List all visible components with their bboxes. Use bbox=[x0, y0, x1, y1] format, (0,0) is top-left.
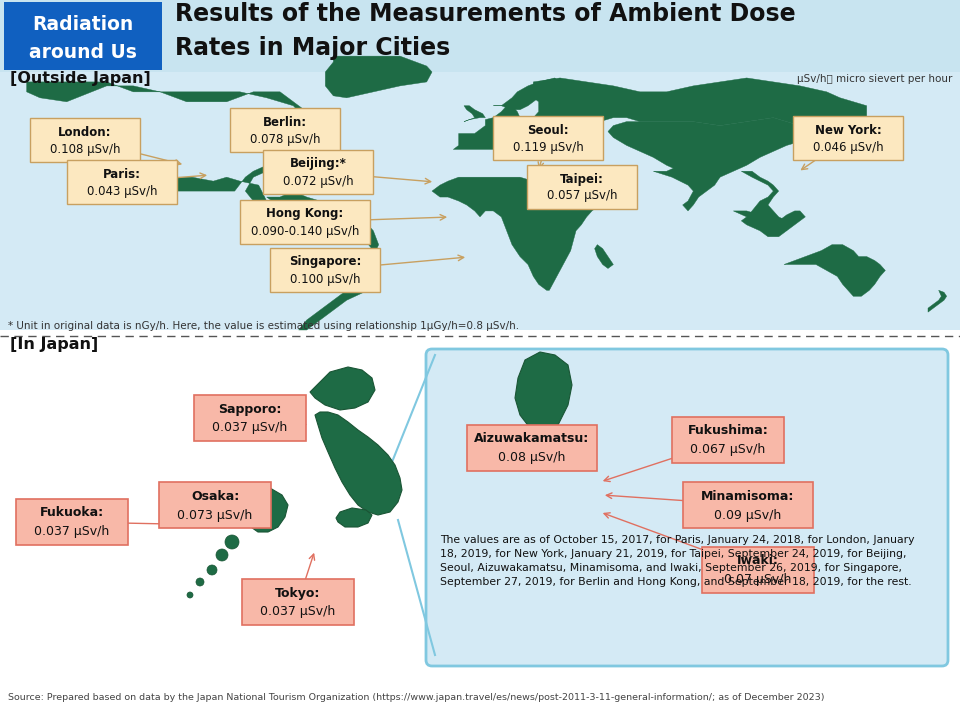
Polygon shape bbox=[315, 412, 402, 515]
Text: [In Japan]: [In Japan] bbox=[10, 338, 98, 353]
Text: Sapporo:: Sapporo: bbox=[218, 402, 281, 415]
Circle shape bbox=[207, 565, 217, 575]
FancyBboxPatch shape bbox=[426, 349, 948, 666]
Text: Fukushima:: Fukushima: bbox=[687, 425, 768, 438]
Text: 0.08 μSv/h: 0.08 μSv/h bbox=[498, 451, 565, 464]
FancyBboxPatch shape bbox=[16, 499, 128, 545]
Text: Radiation: Radiation bbox=[33, 14, 133, 34]
Text: 0.078 μSv/h: 0.078 μSv/h bbox=[250, 132, 321, 145]
Text: * Unit in original data is nGy/h. Here, the value is estimated using relationshi: * Unit in original data is nGy/h. Here, … bbox=[8, 321, 519, 331]
FancyBboxPatch shape bbox=[242, 579, 354, 625]
FancyBboxPatch shape bbox=[527, 165, 637, 209]
FancyBboxPatch shape bbox=[4, 2, 162, 70]
Text: 0.046 μSv/h: 0.046 μSv/h bbox=[813, 140, 883, 153]
Circle shape bbox=[225, 535, 239, 549]
Text: 0.119 μSv/h: 0.119 μSv/h bbox=[513, 140, 584, 153]
Text: Seoul:: Seoul: bbox=[527, 124, 569, 137]
Polygon shape bbox=[654, 166, 720, 211]
Text: 0.037 μSv/h: 0.037 μSv/h bbox=[35, 526, 109, 539]
Polygon shape bbox=[784, 245, 885, 296]
Circle shape bbox=[196, 578, 204, 586]
Circle shape bbox=[187, 592, 193, 598]
Text: Beijing:*: Beijing:* bbox=[290, 158, 347, 171]
Text: New York:: New York: bbox=[815, 124, 881, 137]
Text: 0.072 μSv/h: 0.072 μSv/h bbox=[282, 174, 353, 187]
Polygon shape bbox=[464, 106, 486, 122]
FancyBboxPatch shape bbox=[194, 395, 306, 441]
Polygon shape bbox=[928, 290, 947, 312]
Text: Tokyo:: Tokyo: bbox=[276, 587, 321, 600]
Polygon shape bbox=[27, 82, 339, 205]
Polygon shape bbox=[827, 135, 864, 158]
Text: Results of the Measurements of Ambient Dose: Results of the Measurements of Ambient D… bbox=[175, 2, 796, 26]
FancyBboxPatch shape bbox=[30, 118, 140, 162]
Polygon shape bbox=[242, 488, 288, 532]
Text: Taipei:: Taipei: bbox=[560, 173, 604, 186]
Polygon shape bbox=[310, 367, 375, 410]
Text: 0.043 μSv/h: 0.043 μSv/h bbox=[86, 184, 157, 197]
Polygon shape bbox=[493, 78, 560, 109]
Text: London:: London: bbox=[59, 125, 111, 138]
Text: around Us: around Us bbox=[29, 42, 137, 61]
Text: 0.108 μSv/h: 0.108 μSv/h bbox=[50, 143, 120, 156]
Text: [Outside Japan]: [Outside Japan] bbox=[10, 71, 151, 86]
FancyBboxPatch shape bbox=[270, 248, 380, 292]
FancyBboxPatch shape bbox=[240, 200, 370, 244]
Polygon shape bbox=[432, 177, 600, 290]
FancyBboxPatch shape bbox=[683, 482, 813, 528]
Text: Hong Kong:: Hong Kong: bbox=[266, 207, 344, 220]
FancyBboxPatch shape bbox=[230, 108, 340, 152]
FancyBboxPatch shape bbox=[702, 547, 814, 593]
FancyBboxPatch shape bbox=[0, 330, 960, 680]
Text: 0.07 μSv/h: 0.07 μSv/h bbox=[724, 574, 792, 587]
FancyBboxPatch shape bbox=[67, 160, 177, 204]
Circle shape bbox=[216, 549, 228, 561]
Text: 0.09 μSv/h: 0.09 μSv/h bbox=[714, 508, 781, 521]
Polygon shape bbox=[515, 352, 572, 442]
Polygon shape bbox=[608, 117, 867, 181]
FancyBboxPatch shape bbox=[159, 482, 271, 528]
Text: 0.067 μSv/h: 0.067 μSv/h bbox=[690, 444, 766, 456]
Text: Rates in Major Cities: Rates in Major Cities bbox=[175, 36, 450, 60]
FancyBboxPatch shape bbox=[493, 116, 603, 160]
Text: 0.090-0.140 μSv/h: 0.090-0.140 μSv/h bbox=[251, 225, 359, 238]
Text: 0.057 μSv/h: 0.057 μSv/h bbox=[547, 189, 617, 202]
Polygon shape bbox=[733, 211, 805, 231]
FancyBboxPatch shape bbox=[0, 0, 960, 72]
Polygon shape bbox=[325, 56, 432, 98]
FancyBboxPatch shape bbox=[0, 72, 960, 330]
Text: Osaka:: Osaka: bbox=[191, 490, 239, 503]
FancyBboxPatch shape bbox=[793, 116, 903, 160]
Text: 0.100 μSv/h: 0.100 μSv/h bbox=[290, 272, 360, 286]
Polygon shape bbox=[336, 508, 372, 527]
Polygon shape bbox=[528, 78, 867, 141]
Text: Berlin:: Berlin: bbox=[263, 115, 307, 128]
Text: 0.037 μSv/h: 0.037 μSv/h bbox=[260, 606, 336, 618]
FancyBboxPatch shape bbox=[263, 150, 373, 194]
Polygon shape bbox=[267, 191, 378, 330]
Text: Fukuoka:: Fukuoka: bbox=[40, 506, 104, 520]
Text: Paris:: Paris: bbox=[103, 168, 141, 181]
Polygon shape bbox=[453, 106, 555, 151]
Text: The values are as of October 15, 2017, for Paris, January 24, 2018, for London, : The values are as of October 15, 2017, f… bbox=[440, 535, 915, 587]
Text: Source: Prepared based on data by the Japan National Tourism Organization (https: Source: Prepared based on data by the Ja… bbox=[8, 693, 825, 703]
Text: 0.073 μSv/h: 0.073 μSv/h bbox=[178, 508, 252, 521]
Text: μSv/h： micro sievert per hour: μSv/h： micro sievert per hour bbox=[797, 74, 952, 84]
Text: 0.037 μSv/h: 0.037 μSv/h bbox=[212, 421, 288, 434]
Text: Iwaki:: Iwaki: bbox=[737, 554, 779, 567]
Text: Minamisoma:: Minamisoma: bbox=[702, 490, 795, 503]
FancyBboxPatch shape bbox=[467, 425, 597, 471]
Text: Singapore:: Singapore: bbox=[289, 256, 361, 269]
Polygon shape bbox=[741, 171, 786, 237]
FancyBboxPatch shape bbox=[672, 417, 784, 463]
Polygon shape bbox=[594, 245, 613, 269]
Text: Aizuwakamatsu:: Aizuwakamatsu: bbox=[474, 433, 589, 446]
